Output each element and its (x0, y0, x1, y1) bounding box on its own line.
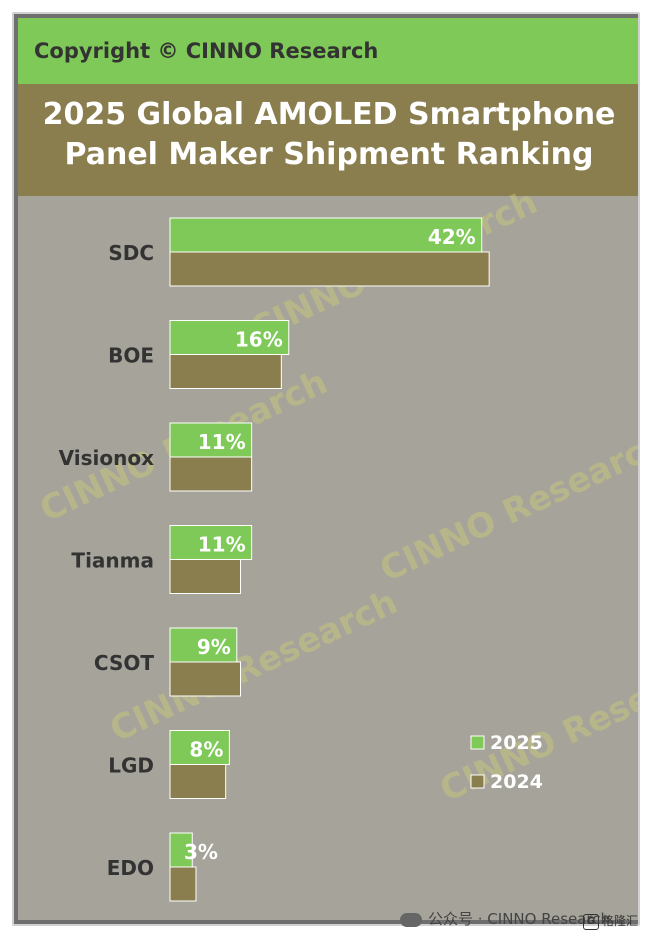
legend-label-2025: 2025 (490, 732, 543, 754)
legend-label-2024: 2024 (490, 771, 543, 793)
bar-2025-tianma (169, 525, 253, 560)
copyright-text: Copyright © CINNO Research (34, 39, 379, 63)
category-label-tianma: Tianma (71, 549, 154, 573)
data-label-2025-csot: 9% (197, 635, 231, 659)
data-label-2025-sdc: 42% (428, 225, 476, 249)
logo-icon: G (583, 913, 599, 930)
chart-title-line-1: 2025 Global AMOLED Smartphone (42, 97, 616, 132)
wechat-icon (400, 912, 422, 927)
logo-text: 格隆汇 (602, 914, 639, 928)
bar-2025-boe (169, 320, 290, 355)
bar-chart: 42% SDC 16% BOE 11% Visionox 11% Tianma 9% CSOT 8%… (59, 217, 543, 902)
copyright-bar: Copyright © CINNO Research (18, 18, 638, 84)
bar-2025-lgd (169, 730, 230, 765)
category-label-visionox: Visionox (59, 446, 154, 470)
bar-2024-tianma (169, 559, 242, 594)
title-bar: 2025 Global AMOLED Smartphone Panel Make… (18, 84, 638, 196)
bar-2025-csot (169, 627, 238, 663)
data-label-2025-edo: 3% (184, 840, 218, 864)
chart-title-line-2: Panel Maker Shipment Ranking (64, 137, 594, 172)
data-label-2025-lgd: 8% (189, 738, 223, 762)
bar-2025-sdc (169, 217, 483, 253)
site-logo: G 格隆汇 (583, 912, 638, 930)
chart-frame: Copyright © CINNO Research 2025 Global A… (12, 12, 640, 926)
bar-2024-visionox (169, 456, 253, 492)
category-label-lgd: LGD (108, 754, 154, 778)
footer-source: 公众号 · CINNO Research (400, 908, 610, 929)
data-label-2025-tianma: 11% (198, 533, 246, 557)
bar-2024-sdc (169, 251, 490, 287)
category-label-csot: CSOT (94, 651, 154, 675)
footer-wechat-text: 公众号 · CINNO Research (428, 910, 611, 928)
category-label-edo: EDO (107, 856, 154, 880)
bar-2024-boe (169, 354, 282, 389)
bar-2025-visionox (169, 422, 253, 458)
bar-2024-edo (169, 866, 197, 902)
category-label-sdc: SDC (108, 241, 154, 265)
data-label-2025-boe: 16% (235, 328, 283, 352)
legend-swatch-2025 (470, 735, 485, 750)
data-label-2025-visionox: 11% (198, 430, 246, 454)
legend-swatch-2024 (470, 774, 485, 789)
bar-2024-csot (169, 661, 242, 697)
category-label-boe: BOE (108, 344, 154, 368)
bar-2024-lgd (169, 764, 227, 799)
